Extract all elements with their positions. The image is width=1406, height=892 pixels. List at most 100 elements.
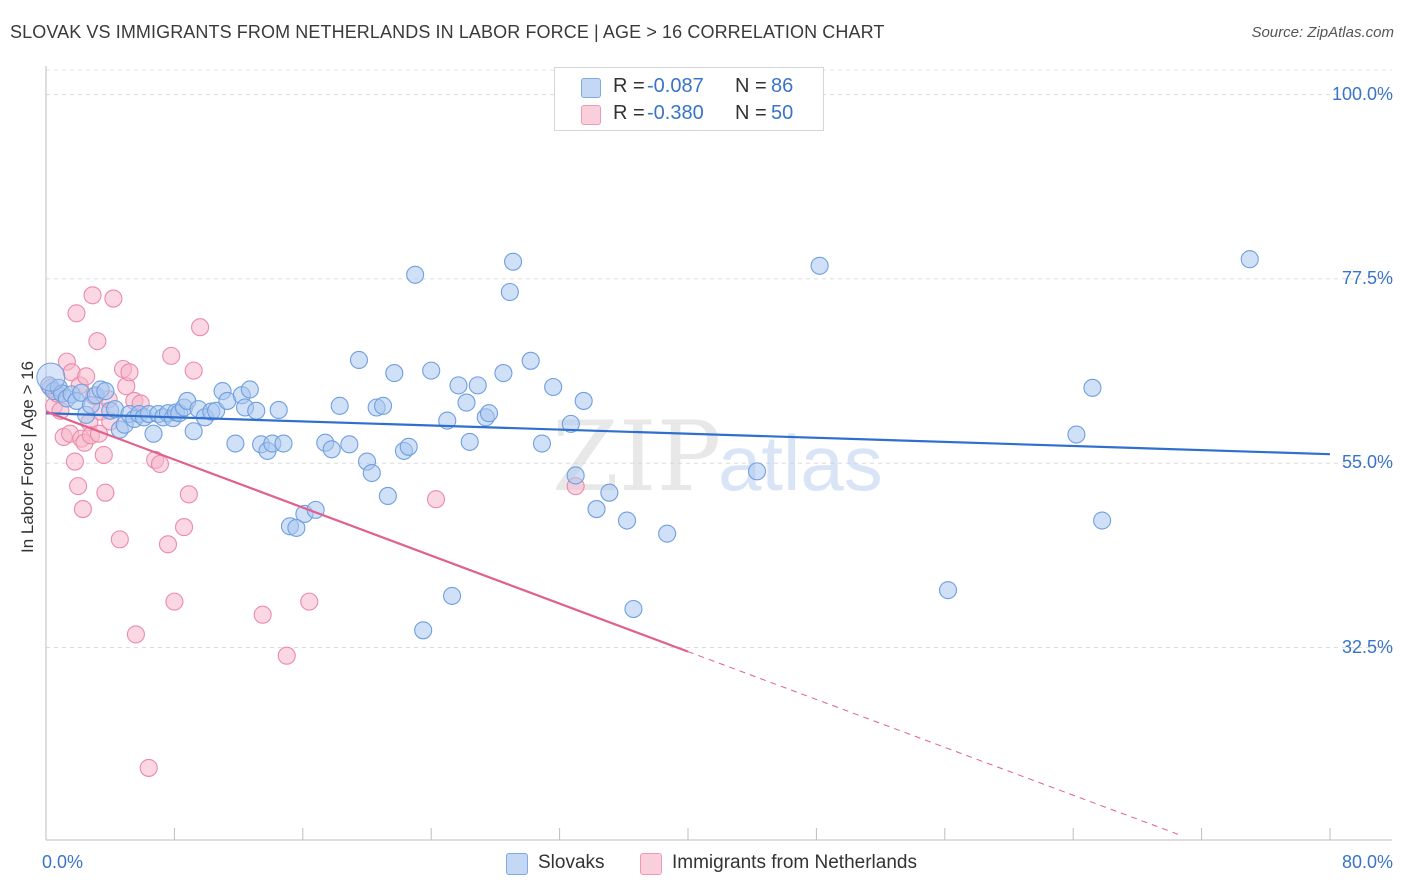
netherlands-swatch bbox=[640, 853, 662, 875]
y-tick-label: 32.5% bbox=[1341, 636, 1393, 657]
slovaks-point bbox=[330, 396, 349, 415]
netherlands-point bbox=[426, 490, 446, 509]
trend-lines bbox=[45, 410, 1331, 837]
netherlands-point bbox=[184, 361, 203, 380]
slovaks-point bbox=[378, 486, 397, 506]
netherlands-point bbox=[253, 605, 272, 624]
slovaks-point bbox=[96, 382, 115, 401]
netherlands-point bbox=[174, 518, 194, 537]
slovaks-swatch bbox=[506, 853, 528, 875]
r-value: -0.380 bbox=[647, 102, 704, 124]
n-label: N = bbox=[735, 102, 767, 124]
slovaks-point bbox=[1083, 378, 1102, 397]
slovaks-point bbox=[385, 364, 404, 383]
axes bbox=[45, 66, 1392, 841]
x-tick-max: 80.0% bbox=[1341, 852, 1393, 872]
legend-label-slovaks: Slovaks bbox=[538, 852, 605, 873]
chart-title: SLOVAK VS IMMIGRANTS FROM NETHERLANDS IN… bbox=[10, 22, 885, 42]
netherlands-point bbox=[165, 592, 184, 611]
netherlands-trend-line bbox=[45, 410, 689, 653]
slovaks-point bbox=[587, 500, 606, 519]
netherlands-point bbox=[83, 286, 102, 305]
slovaks-point bbox=[1240, 250, 1259, 269]
netherlands-trend-extension bbox=[687, 651, 1183, 837]
slovaks-point bbox=[399, 437, 418, 456]
netherlands-point bbox=[94, 445, 113, 465]
watermark-zip: ZIP bbox=[552, 401, 721, 513]
slovaks-point bbox=[494, 364, 513, 383]
netherlands-point bbox=[162, 346, 181, 365]
slovaks-point bbox=[349, 350, 369, 370]
slovaks-point bbox=[938, 581, 958, 600]
slovaks-point bbox=[521, 351, 540, 370]
slovaks-point bbox=[443, 586, 462, 605]
netherlands-point bbox=[126, 625, 145, 644]
netherlands-point bbox=[277, 646, 296, 665]
slovaks-point bbox=[810, 256, 829, 275]
slovaks-point-cluster bbox=[36, 362, 66, 392]
netherlands-point bbox=[300, 592, 319, 611]
slovaks-point bbox=[269, 400, 288, 419]
watermark: ZIP atlas bbox=[552, 401, 883, 513]
netherlands-points bbox=[41, 286, 585, 777]
slovaks-point bbox=[1093, 511, 1112, 530]
slovaks-point bbox=[340, 435, 359, 454]
slovaks-point bbox=[747, 462, 767, 481]
grid-lines bbox=[46, 69, 1392, 648]
netherlands-point bbox=[150, 454, 170, 474]
slovaks-point bbox=[561, 414, 580, 433]
slovaks-swatch bbox=[581, 78, 601, 98]
netherlands-point bbox=[73, 500, 92, 519]
y-tick-label: 55.0% bbox=[1341, 452, 1393, 473]
netherlands-point bbox=[139, 758, 158, 777]
slovaks-point bbox=[574, 391, 593, 410]
legend-label-netherlands: Immigrants from Netherlands bbox=[672, 852, 917, 873]
slovaks-trend-line bbox=[45, 412, 1331, 456]
netherlands-swatch bbox=[581, 105, 601, 125]
slovaks-point bbox=[247, 401, 266, 420]
slovaks-point bbox=[504, 252, 523, 271]
slovaks-point bbox=[422, 361, 441, 380]
slovaks-point bbox=[373, 396, 393, 415]
slovaks-point bbox=[240, 380, 259, 399]
n-label: N = bbox=[735, 75, 767, 97]
slovaks-point bbox=[566, 466, 585, 485]
n-value: 86 bbox=[771, 75, 794, 97]
slovaks-point bbox=[617, 511, 637, 530]
netherlands-point bbox=[179, 485, 198, 504]
slovaks-point bbox=[226, 434, 245, 453]
netherlands-point bbox=[77, 367, 96, 386]
slovaks-point bbox=[479, 404, 499, 423]
netherlands-point bbox=[96, 483, 115, 502]
netherlands-point bbox=[88, 332, 107, 351]
watermark-atlas: atlas bbox=[718, 419, 883, 507]
slovaks-point bbox=[449, 376, 468, 395]
slovaks-points bbox=[36, 250, 1259, 640]
netherlands-point bbox=[69, 477, 88, 496]
stats-legend: R = -0.087 N = 86 R = -0.380 N = 50 bbox=[554, 67, 824, 131]
slovaks-point bbox=[460, 432, 479, 451]
slovaks-point bbox=[600, 483, 619, 502]
slovaks-point bbox=[274, 434, 293, 453]
r-value: -0.087 bbox=[647, 75, 704, 97]
y-tick-label: 100.0% bbox=[1331, 83, 1393, 104]
slovaks-point bbox=[287, 518, 306, 537]
netherlands-point bbox=[104, 289, 123, 308]
slovaks-point bbox=[468, 376, 487, 395]
slovaks-point bbox=[1067, 425, 1086, 444]
n-value: 50 bbox=[771, 102, 794, 124]
slovaks-point bbox=[362, 463, 381, 483]
slovaks-point bbox=[414, 621, 433, 640]
slovaks-point bbox=[532, 434, 551, 453]
slovaks-point bbox=[144, 424, 163, 443]
slovaks-point bbox=[406, 265, 425, 284]
netherlands-point bbox=[191, 318, 210, 337]
source-label: Source: ZipAtlas.com bbox=[1251, 24, 1394, 41]
x-tick-min: 0.0% bbox=[42, 852, 84, 872]
netherlands-point bbox=[120, 363, 139, 382]
slovaks-point bbox=[544, 377, 563, 397]
slovaks-point bbox=[457, 393, 476, 412]
slovaks-point bbox=[624, 599, 643, 619]
y-axis-label: In Labor Force | Age > 16 bbox=[18, 360, 37, 554]
